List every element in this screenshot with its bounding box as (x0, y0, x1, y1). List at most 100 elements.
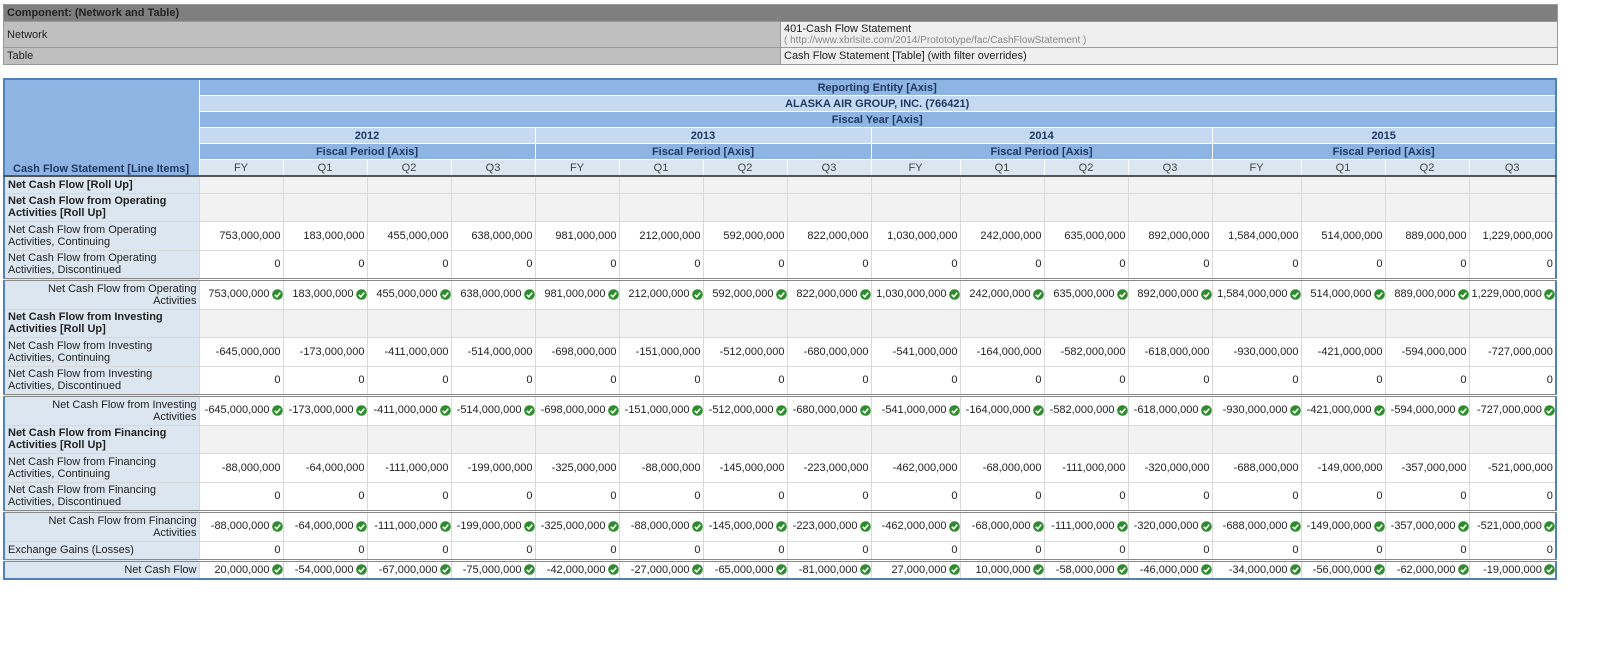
value-cell: 0 (871, 250, 960, 279)
cell-value: -930,000,000 (1234, 346, 1299, 358)
value-cell: 822,000,000 (787, 279, 871, 309)
cell-value: 0 (778, 258, 784, 270)
cell-value: -34,000,000 (1229, 564, 1288, 576)
value-cell: 0 (367, 250, 451, 279)
check-icon (949, 521, 960, 532)
value-cell (283, 193, 367, 221)
value-cell: 0 (619, 366, 703, 395)
check-icon (608, 521, 619, 532)
value-cell (1044, 425, 1128, 453)
check-icon (356, 405, 367, 416)
cell-value: -645,000,000 (205, 404, 270, 416)
cell-value: -58,000,000 (1056, 564, 1115, 576)
cell-value: 455,000,000 (387, 230, 448, 242)
cell-value: 889,000,000 (1405, 230, 1466, 242)
cell-value: 20,000,000 (214, 564, 269, 576)
value-cell: 0 (787, 366, 871, 395)
value-cell: 514,000,000 (1301, 279, 1385, 309)
data-row: Net Cash Flow from Financing Activities,… (4, 482, 1556, 511)
value-cell: 0 (703, 482, 787, 511)
value-cell: -930,000,000 (1212, 337, 1301, 366)
cell-value: -688,000,000 (1234, 462, 1299, 474)
data-row: Net Cash Flow from Operating Activities,… (4, 250, 1556, 279)
value-cell: -541,000,000 (871, 395, 960, 425)
value-cell: 0 (199, 250, 283, 279)
cell-value: 981,000,000 (544, 288, 605, 300)
cell-value: -173,000,000 (300, 346, 365, 358)
value-cell: 212,000,000 (619, 279, 703, 309)
check-icon (776, 405, 787, 416)
cell-value: -514,000,000 (457, 404, 522, 416)
cell-value: -688,000,000 (1223, 520, 1288, 532)
value-cell: -145,000,000 (703, 511, 787, 541)
value-cell: -199,000,000 (451, 453, 535, 482)
check-icon (1458, 521, 1469, 532)
cell-value: -111,000,000 (1051, 520, 1114, 532)
period-header: Q1 (1301, 160, 1385, 177)
cell-value: -594,000,000 (1402, 346, 1467, 358)
value-cell: -411,000,000 (367, 395, 451, 425)
cell-value: -727,000,000 (1488, 346, 1553, 358)
value-cell: 0 (1469, 541, 1556, 560)
network-label: Network (4, 22, 781, 48)
period-header: Q1 (960, 160, 1044, 177)
year-header: 2014 (871, 128, 1212, 144)
value-cell: 0 (1469, 482, 1556, 511)
value-cell (451, 193, 535, 221)
network-uri: ( http://www.xbrlsite.com/2014/Protototy… (784, 35, 1554, 46)
value-cell (619, 425, 703, 453)
row-label: Net Cash Flow from Operating Activities … (4, 193, 199, 221)
period-header: Q1 (283, 160, 367, 177)
value-cell: 0 (199, 541, 283, 560)
cell-value: 0 (442, 544, 448, 556)
value-cell: -698,000,000 (535, 337, 619, 366)
check-icon (1033, 405, 1044, 416)
value-cell: -680,000,000 (787, 337, 871, 366)
cell-value: -698,000,000 (552, 346, 617, 358)
cell-value: -56,000,000 (1313, 564, 1372, 576)
cell-value: -149,000,000 (1307, 520, 1372, 532)
check-icon (524, 289, 535, 300)
value-cell: -56,000,000 (1301, 560, 1385, 579)
cell-value: 212,000,000 (639, 230, 700, 242)
data-row: Net Cash Flow from Financing Activities,… (4, 453, 1556, 482)
network-name: 401-Cash Flow Statement (784, 23, 1554, 35)
check-icon (1290, 289, 1301, 300)
value-cell: 981,000,000 (535, 279, 619, 309)
value-cell (367, 425, 451, 453)
value-cell: 0 (1044, 541, 1128, 560)
value-cell (1044, 309, 1128, 337)
value-cell: 889,000,000 (1385, 279, 1469, 309)
period-axis-header: Fiscal Period [Axis] (199, 144, 535, 160)
value-cell: 0 (1128, 250, 1212, 279)
value-cell: -68,000,000 (960, 511, 1044, 541)
cell-value: -521,000,000 (1477, 520, 1542, 532)
cell-value: -582,000,000 (1050, 404, 1115, 416)
check-icon (1544, 405, 1555, 416)
value-cell: -521,000,000 (1469, 511, 1556, 541)
cell-value: 0 (526, 258, 532, 270)
value-cell: -88,000,000 (199, 453, 283, 482)
cell-value: -357,000,000 (1402, 462, 1467, 474)
value-cell: -58,000,000 (1044, 560, 1128, 579)
cell-value: -46,000,000 (1140, 564, 1199, 576)
check-icon (949, 289, 960, 300)
value-cell: 0 (535, 366, 619, 395)
value-cell: -111,000,000 (367, 511, 451, 541)
cell-value: 0 (358, 374, 364, 386)
value-cell (960, 425, 1044, 453)
value-cell: -145,000,000 (703, 453, 787, 482)
value-cell: -582,000,000 (1044, 337, 1128, 366)
cell-value: 0 (358, 544, 364, 556)
value-cell: -62,000,000 (1385, 560, 1469, 579)
cell-value: 242,000,000 (980, 230, 1041, 242)
cash-flow-table: Cash Flow Statement [Line Items]Reportin… (3, 78, 1557, 580)
value-cell (283, 176, 367, 193)
cell-value: 0 (862, 374, 868, 386)
cell-value: -320,000,000 (1134, 520, 1199, 532)
value-cell: 0 (871, 366, 960, 395)
period-header: Q2 (703, 160, 787, 177)
value-cell (703, 425, 787, 453)
cell-value: 1,229,000,000 (1483, 230, 1553, 242)
